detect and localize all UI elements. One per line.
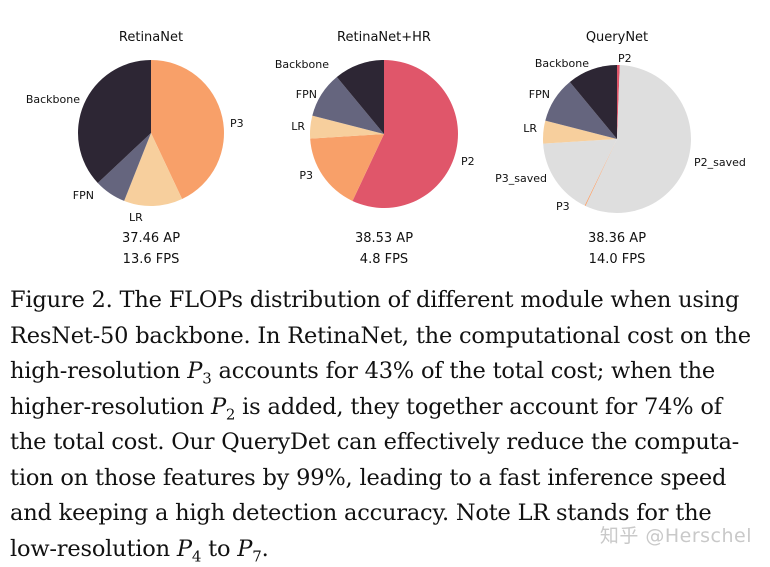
slice-label: P3_saved xyxy=(495,172,547,185)
math-symbol: P2 xyxy=(211,394,235,420)
caption-line: the total cost. Our QueryDet can effecti… xyxy=(10,425,762,461)
chart-title: RetinaNet+HR xyxy=(337,30,431,45)
math-symbol: P3 xyxy=(187,358,211,384)
slice-label: P2 xyxy=(618,52,632,65)
slice-label: FPN xyxy=(296,88,317,101)
caption-line: higher-resolution P2 is added, they toge… xyxy=(10,390,762,426)
fps-stat: 4.8 FPS xyxy=(360,252,408,267)
slice-label: P2_saved xyxy=(694,156,746,169)
caption-text: low-resolution xyxy=(10,536,177,562)
slice-label: Backbone xyxy=(535,57,589,70)
slice-label: FPN xyxy=(529,88,550,101)
caption-text: Figure 2. The FLOPs distribution of diff… xyxy=(10,287,739,313)
slice-label: P3 xyxy=(299,169,313,182)
pie-chart: P2 P2_saved P3 P3_saved LR FPN Backbone xyxy=(495,52,746,213)
caption-text: ResNet-50 backbone. In RetinaNet, the co… xyxy=(10,323,751,349)
pie-chart: P3 LR FPN Backbone xyxy=(26,60,244,224)
caption-line: ResNet-50 backbone. In RetinaNet, the co… xyxy=(10,319,762,355)
slice-label: P3 xyxy=(556,200,570,213)
caption-line: Figure 2. The FLOPs distribution of diff… xyxy=(10,283,762,319)
slice-label: P3 xyxy=(230,117,244,130)
pie-charts-figure: P3 LR FPN Backbone RetinaNet 37.46 AP 13.6 FPS… xyxy=(0,0,770,275)
caption-text: . xyxy=(262,536,269,562)
caption-text: to xyxy=(201,536,237,562)
slice-label: Backbone xyxy=(26,93,80,106)
caption-text: accounts for 43% of the total cost; when… xyxy=(212,358,715,384)
chart-title: QueryNet xyxy=(586,30,648,45)
ap-stat: 37.46 AP xyxy=(122,231,180,246)
math-symbol: P7 xyxy=(237,536,261,562)
slice-label: P2 xyxy=(461,155,475,168)
caption-text: is added, they together account for 74% … xyxy=(235,394,722,420)
slice-label: LR xyxy=(291,120,305,133)
ap-stat: 38.36 AP xyxy=(588,231,646,246)
math-symbol: P4 xyxy=(177,536,201,562)
chart-title: RetinaNet xyxy=(119,30,183,45)
caption-line: tion on those features by 99%, leading t… xyxy=(10,461,762,497)
slice-label: FPN xyxy=(73,189,94,202)
caption-text: tion on those features by 99%, leading t… xyxy=(10,465,726,491)
pie-chart: P2 P3 LR FPN Backbone xyxy=(275,58,475,208)
watermark: 知乎 @Herschel xyxy=(600,521,752,548)
caption-text: the total cost. Our QueryDet can effecti… xyxy=(10,429,739,455)
ap-stat: 38.53 AP xyxy=(355,231,413,246)
caption-text: high-resolution xyxy=(10,358,187,384)
caption-text: higher-resolution xyxy=(10,394,211,420)
slice-label: LR xyxy=(523,122,537,135)
fps-stat: 14.0 FPS xyxy=(589,252,646,267)
caption-line: high-resolution P3 accounts for 43% of t… xyxy=(10,354,762,390)
slice-label: LR xyxy=(129,211,143,224)
fps-stat: 13.6 FPS xyxy=(123,252,180,267)
slice-label: Backbone xyxy=(275,58,329,71)
